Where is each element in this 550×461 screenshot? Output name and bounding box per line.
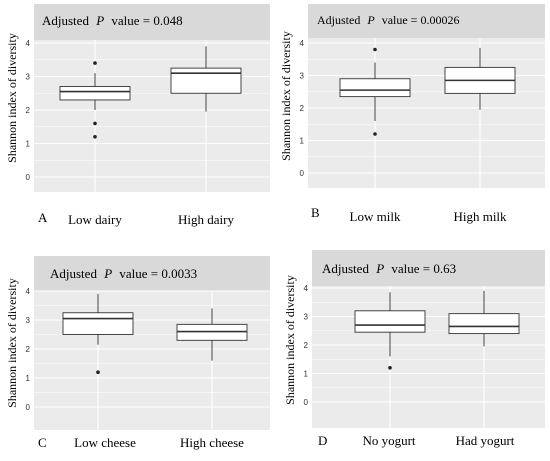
panel-a-annotation-p: P bbox=[95, 13, 104, 28]
panel-c-ytick-0: 0 bbox=[26, 403, 31, 412]
panel-d-ytick-2: 2 bbox=[304, 341, 309, 350]
panel-d-ylabel: Shannon index of diversity bbox=[283, 275, 297, 405]
panel-d-box-1-iqr bbox=[354, 310, 426, 333]
panel-a-ytick-1: 1 bbox=[26, 140, 31, 149]
panel-d-annotation-p: P bbox=[375, 261, 384, 276]
panel-b-box-1 bbox=[339, 47, 411, 136]
panel-b-box-1-iqr bbox=[339, 78, 411, 98]
panel-a-boxes bbox=[59, 46, 242, 139]
panel-c-box-1 bbox=[62, 293, 134, 375]
panel-a-box-1-outlier-2 bbox=[93, 121, 97, 126]
panel-a-box-1-iqr bbox=[59, 86, 131, 101]
panel-a-annotation: Adjusted P value = 0.048 bbox=[42, 13, 183, 28]
panel-c-box-1-iqr bbox=[62, 312, 134, 335]
panel-c-xtick-1: Low cheese bbox=[74, 435, 136, 450]
panel-b-xtick-1: Low milk bbox=[350, 209, 401, 224]
panel-a-box-2 bbox=[170, 46, 242, 112]
panel-b-ylabel: Shannon index of diversity bbox=[279, 31, 293, 161]
panel-d-box-2-iqr bbox=[448, 313, 520, 335]
panel-a-ytick-4: 4 bbox=[26, 39, 31, 48]
panel-d: Adjusted P value = 0.63 Shannon index of… bbox=[283, 250, 545, 448]
panel-a-ytick-2: 2 bbox=[26, 106, 31, 115]
panel-c-annotation-p: P bbox=[103, 266, 112, 281]
panel-d-xtick-2: Had yogurt bbox=[456, 433, 515, 448]
panel-b-boxes bbox=[339, 47, 516, 136]
panel-c-boxes bbox=[62, 293, 248, 375]
panel-a-ytick-0: 0 bbox=[26, 173, 31, 182]
panel-c-ylabel: Shannon index of diversity bbox=[5, 278, 19, 408]
panel-d-strip bbox=[312, 250, 545, 286]
panel-c-ytick-3: 3 bbox=[26, 316, 31, 325]
panel-c-xtick-2: High cheese bbox=[180, 435, 244, 450]
panel-a-ytick-3: 3 bbox=[26, 73, 31, 82]
panel-b-yticks: 0 1 2 3 4 bbox=[300, 39, 305, 178]
panel-d-box-1 bbox=[354, 292, 426, 370]
panel-a-box-1-outlier-1 bbox=[93, 61, 97, 65]
panel-a-ylabel: Shannon index of diversity bbox=[5, 33, 19, 163]
panel-c-ytick-1: 1 bbox=[26, 374, 31, 383]
panel-b-box-1-outlier-1 bbox=[373, 47, 377, 52]
panel-b-ytick-3: 3 bbox=[300, 72, 305, 81]
panel-d-ytick-1: 1 bbox=[304, 370, 309, 379]
panel-c-box-2 bbox=[176, 308, 248, 361]
panel-d-boxes bbox=[354, 290, 520, 370]
panel-b-annotation-value: value = 0.00026 bbox=[382, 13, 460, 27]
panel-a: Adjusted P value = 0.048 Shannon index o… bbox=[5, 4, 270, 227]
panel-d-ytick-3: 3 bbox=[304, 313, 309, 322]
panel-d-ytick-4: 4 bbox=[304, 284, 309, 293]
panel-c-ytick-2: 2 bbox=[26, 345, 31, 354]
panel-c-annotation-prefix: Adjusted bbox=[50, 266, 97, 281]
panel-a-yticks: 0 1 2 3 4 bbox=[26, 39, 31, 182]
panel-d-annotation: Adjusted P value = 0.63 bbox=[322, 261, 456, 276]
panel-b-label: B bbox=[311, 205, 320, 220]
panel-d-annotation-prefix: Adjusted bbox=[322, 261, 369, 276]
panel-d-xtick-1: No yogurt bbox=[362, 433, 415, 448]
panel-c-annotation-value: value = 0.0033 bbox=[119, 266, 197, 281]
panel-c-box-1-outlier-1 bbox=[96, 370, 100, 375]
panel-b-strip bbox=[308, 4, 545, 38]
panel-d-annotation-value: value = 0.63 bbox=[391, 261, 456, 276]
panel-b-ytick-4: 4 bbox=[300, 39, 305, 48]
panel-a-box-1-outlier-3 bbox=[93, 135, 97, 139]
panel-d-yticks: 0 1 2 3 4 bbox=[304, 284, 309, 407]
panel-b-xtick-2: High milk bbox=[453, 209, 507, 224]
panel-c: Adjusted P value = 0.0033 Shannon index … bbox=[5, 256, 270, 450]
panel-c-ytick-4: 4 bbox=[26, 287, 31, 296]
panel-a-xtick-2: High dairy bbox=[178, 212, 234, 227]
panel-c-annotation: Adjusted P value = 0.0033 bbox=[50, 266, 197, 281]
panel-a-box-1 bbox=[59, 61, 131, 139]
panel-b-box-2 bbox=[444, 47, 516, 110]
panel-a-strip bbox=[34, 4, 270, 40]
panel-a-box-2-iqr bbox=[170, 67, 242, 94]
panel-c-strip bbox=[34, 256, 270, 291]
panel-b-annotation: Adjusted P value = 0.00026 bbox=[317, 13, 459, 27]
panel-b-ytick-0: 0 bbox=[300, 169, 305, 178]
panel-a-annotation-value: value = 0.048 bbox=[111, 13, 182, 28]
panel-b-annotation-p: P bbox=[366, 13, 375, 27]
panel-d-ytick-0: 0 bbox=[304, 398, 309, 407]
panel-c-yticks: 0 1 2 3 4 bbox=[26, 287, 31, 412]
panel-b: Adjusted P value = 0.00026 Shannon index… bbox=[279, 4, 545, 224]
panel-d-box-2 bbox=[448, 290, 520, 347]
panel-d-label: D bbox=[318, 433, 327, 448]
panel-b-ytick-2: 2 bbox=[300, 104, 305, 113]
panel-a-annotation-prefix: Adjusted bbox=[42, 13, 89, 28]
panel-d-box-1-outlier-1 bbox=[388, 366, 392, 370]
panel-b-ytick-1: 1 bbox=[300, 137, 305, 146]
panel-b-box-1-outlier-2 bbox=[373, 132, 377, 136]
panel-b-annotation-prefix: Adjusted bbox=[317, 13, 360, 27]
panel-a-xtick-1: Low dairy bbox=[68, 212, 122, 227]
panel-a-label: A bbox=[38, 210, 48, 225]
panel-c-label: C bbox=[38, 435, 47, 450]
